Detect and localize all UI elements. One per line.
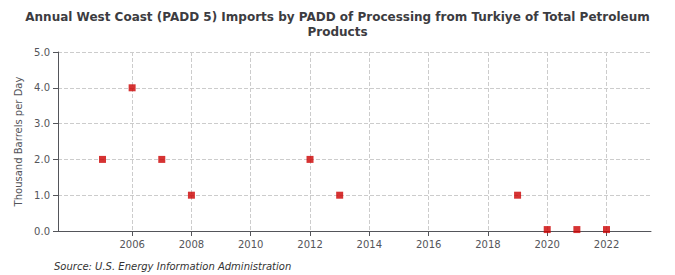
- svg-text:Products: Products: [307, 25, 367, 39]
- svg-text:2016: 2016: [416, 239, 441, 250]
- svg-text:Annual West Coast (PADD 5) Imp: Annual West Coast (PADD 5) Imports by PA…: [25, 10, 649, 24]
- svg-text:2022: 2022: [594, 239, 619, 250]
- svg-text:2020: 2020: [534, 239, 559, 250]
- svg-text:1.0: 1.0: [34, 190, 50, 201]
- svg-text:2006: 2006: [119, 239, 144, 250]
- svg-text:Thousand Barrels per Day: Thousand Barrels per Day: [13, 77, 24, 208]
- svg-text:4.0: 4.0: [34, 82, 50, 93]
- svg-text:5.0: 5.0: [34, 47, 50, 58]
- svg-text:2018: 2018: [475, 239, 500, 250]
- svg-text:2014: 2014: [357, 239, 382, 250]
- svg-text:2010: 2010: [238, 239, 263, 250]
- svg-text:0.0: 0.0: [34, 226, 50, 237]
- svg-text:2.0: 2.0: [34, 154, 50, 165]
- svg-text:2012: 2012: [297, 239, 322, 250]
- svg-text:Source: U.S. Energy Informatio: Source: U.S. Energy Information Administ…: [54, 261, 291, 272]
- svg-text:3.0: 3.0: [34, 118, 50, 129]
- svg-text:2008: 2008: [179, 239, 204, 250]
